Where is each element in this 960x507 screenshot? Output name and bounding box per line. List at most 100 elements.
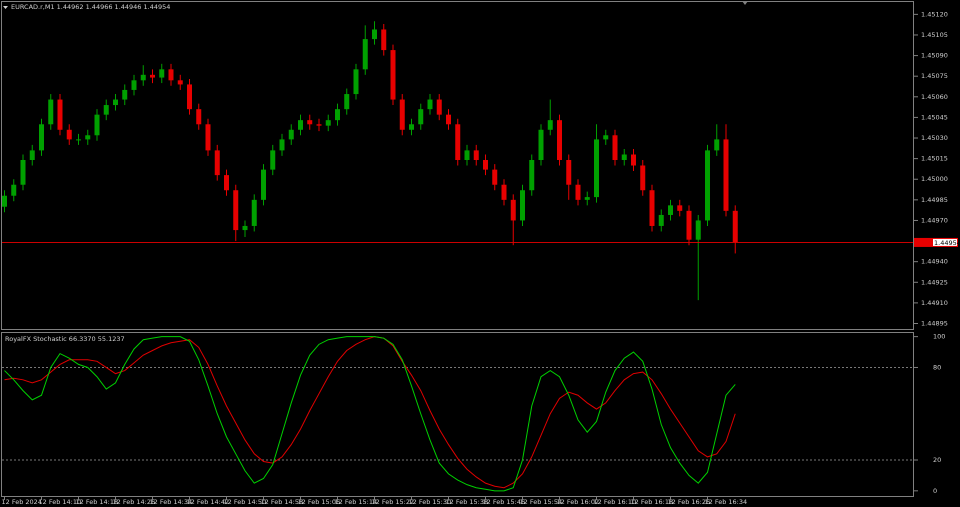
candle-body — [372, 29, 377, 40]
candle-body — [168, 69, 174, 81]
candle-body — [159, 69, 165, 78]
candle-body — [612, 135, 618, 161]
x-tick-label: 12 Feb 15:54 — [520, 498, 563, 506]
candle-body — [344, 94, 350, 110]
series-line — [4, 336, 736, 492]
candle-body — [464, 150, 470, 161]
main-panel — [1, 1, 914, 330]
candle-body — [399, 99, 405, 130]
candle-body — [621, 154, 627, 161]
candle-body — [575, 184, 581, 200]
y-tick-label: 80 — [933, 363, 941, 371]
candle-body — [714, 139, 720, 151]
y-tick-label: 1.44925 — [921, 278, 948, 286]
candle-body — [39, 124, 44, 151]
candle-body — [538, 129, 544, 161]
candle-body — [492, 169, 498, 185]
candle-body — [316, 124, 322, 126]
candle-body — [520, 190, 525, 221]
y-tick-label: 1.45015 — [921, 155, 948, 163]
candle-body — [335, 109, 340, 121]
x-tick-label: 12 Feb 15:46 — [483, 498, 526, 506]
candle-body — [723, 139, 729, 211]
candle-body — [57, 99, 63, 130]
x-tick-label: 12 Feb 16:10 — [594, 498, 637, 506]
candle-body — [501, 184, 507, 200]
candle-body — [547, 120, 553, 130]
x-tick-label: 12 Feb 14:50 — [224, 498, 267, 506]
menu-arrow — [3, 6, 8, 9]
x-tick-label: 12 Feb 15:14 — [335, 498, 378, 506]
x-tick-label: 12 Feb 14:10 — [39, 498, 82, 506]
candle-body — [122, 89, 128, 100]
candle-body — [381, 29, 387, 51]
x-tick-label: 12 Feb 15:38 — [446, 498, 489, 506]
candle-body — [566, 160, 572, 185]
x-tick-label: 12 Feb 14:42 — [187, 498, 230, 506]
y-tick-label: 1.44910 — [921, 299, 948, 307]
candle-body — [131, 80, 137, 90]
y-tick-label: 1.44940 — [921, 258, 948, 266]
candle-body — [85, 135, 91, 140]
candle-body — [529, 160, 535, 191]
shift-marker — [742, 1, 748, 5]
candle-body — [205, 124, 211, 151]
candle-body — [436, 99, 442, 115]
y-tick-label: 1.45120 — [921, 10, 948, 18]
y-tick-label: 1.44970 — [921, 216, 948, 224]
candle-body — [177, 80, 183, 85]
candle-body — [584, 197, 590, 200]
candle-body — [325, 120, 331, 126]
candle-body — [233, 190, 239, 231]
candle-body — [103, 105, 109, 115]
y-tick-label: 1.45105 — [921, 31, 948, 39]
y-tick-label: 1.45030 — [921, 134, 948, 142]
candle-body — [705, 150, 710, 221]
candle-body — [390, 50, 396, 100]
y-tick-label: 1.45060 — [921, 93, 948, 101]
candle-body — [483, 160, 488, 170]
candle-body — [261, 169, 266, 200]
candle-body — [196, 109, 202, 125]
candle-body — [353, 69, 359, 95]
candle-body — [362, 39, 368, 70]
candle-body — [418, 109, 424, 125]
x-tick-label: 12 Feb 16:02 — [557, 498, 600, 506]
candle-body — [455, 124, 461, 161]
y-tick-label: 1.44985 — [921, 196, 948, 204]
candle-body — [298, 120, 303, 130]
candle-body — [631, 154, 636, 166]
candle-body — [270, 150, 276, 170]
candle-body — [150, 74, 155, 78]
y-tick-label: 1.45045 — [921, 113, 948, 121]
candle-body — [11, 184, 17, 196]
candle-body — [668, 205, 673, 215]
candle-body — [732, 210, 738, 243]
candle-body — [224, 175, 229, 191]
candle-body — [76, 139, 81, 141]
candle-body — [242, 225, 248, 231]
candle-body — [686, 210, 692, 240]
candle-body — [473, 150, 479, 161]
candle-body — [113, 99, 118, 106]
last-price-label: 1.44954 — [934, 239, 960, 247]
candle-body — [288, 129, 294, 140]
candle-body — [2, 195, 7, 207]
x-tick-label: 12 Feb 16:26 — [668, 498, 711, 506]
candle-body — [187, 84, 192, 110]
x-tick-label: 12 Feb 16:18 — [631, 498, 674, 506]
candle-body — [557, 120, 562, 161]
x-tick-label: 12 Feb 2024 — [2, 498, 42, 506]
candle-body — [640, 165, 646, 191]
y-tick-label: 1.44895 — [921, 320, 948, 328]
candle-body — [279, 139, 285, 151]
candle-body — [94, 114, 100, 136]
indicator-title: RoyalFX Stochastic 66.3370 55.1237 — [5, 335, 125, 343]
chart-title: EURCAD.r,M1 1.44962 1.44966 1.44946 1.44… — [11, 3, 170, 11]
y-tick-label: 1.45075 — [921, 72, 948, 80]
candle-body — [446, 114, 451, 125]
candle-body — [48, 99, 54, 125]
candle-body — [66, 129, 72, 140]
